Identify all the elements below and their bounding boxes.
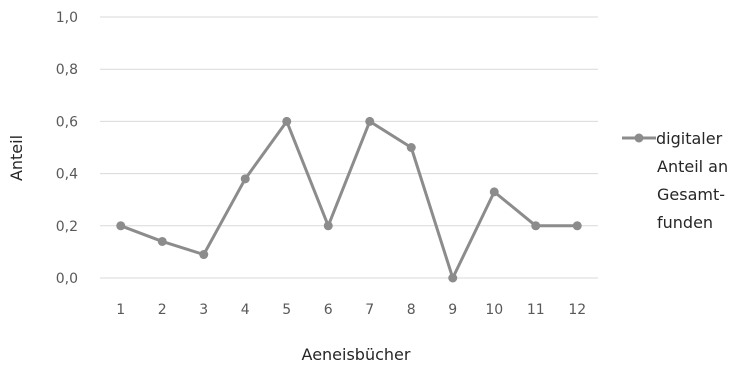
- y-tick-label: 0,4: [56, 167, 78, 183]
- x-tick-label: 6: [324, 302, 333, 318]
- data-point: [240, 174, 250, 184]
- x-tick-label: 5: [282, 302, 291, 318]
- data-point: [282, 116, 292, 126]
- legend-label-line: Anteil an: [657, 157, 728, 176]
- y-tick-label: 0,6: [56, 114, 78, 130]
- y-tick-labels: 0,0 0,2 0,4 0,6 0,8 1,0: [56, 10, 78, 287]
- x-tick-label: 3: [199, 302, 208, 318]
- data-point: [323, 221, 333, 231]
- series-group: [116, 116, 582, 283]
- y-tick-label: 0,8: [56, 62, 78, 78]
- x-tick-label: 11: [527, 302, 545, 318]
- data-point: [406, 143, 416, 152]
- x-tick-label: 9: [448, 302, 457, 318]
- y-axis-title: Anteil: [7, 135, 26, 181]
- x-tick-label: 10: [485, 302, 503, 318]
- x-tick-label: 2: [158, 302, 167, 318]
- x-tick-label: 1: [116, 302, 125, 318]
- data-point: [489, 187, 499, 197]
- data-point: [531, 221, 541, 231]
- legend-swatch-marker: [634, 133, 644, 143]
- data-point: [116, 221, 126, 231]
- x-tick-label: 8: [407, 302, 416, 318]
- legend: digitaler Anteil an Gesamt-funden: [622, 129, 728, 232]
- y-tick-label: 1,0: [56, 10, 78, 26]
- legend-label-line: Gesamt-: [657, 185, 725, 204]
- y-tick-label: 0,2: [56, 219, 78, 235]
- data-point: [157, 236, 167, 246]
- y-tick-label: 0,0: [56, 271, 78, 287]
- gridlines: [100, 16, 598, 279]
- data-point: [199, 250, 209, 260]
- x-tick-labels: 1 2 3 4 5 6 7 8 9 10 11 12: [116, 302, 586, 318]
- x-tick-label: 4: [241, 302, 250, 318]
- series-line: [120, 119, 578, 280]
- x-axis-title: Aeneisbücher: [302, 345, 411, 364]
- legend-label-line: digitaler: [656, 129, 723, 148]
- x-tick-label: 7: [365, 302, 374, 318]
- data-point: [572, 221, 582, 231]
- x-tick-label: 12: [568, 302, 586, 318]
- data-point: [365, 116, 375, 126]
- data-point: [448, 273, 458, 283]
- legend-label-line: funden: [657, 213, 713, 232]
